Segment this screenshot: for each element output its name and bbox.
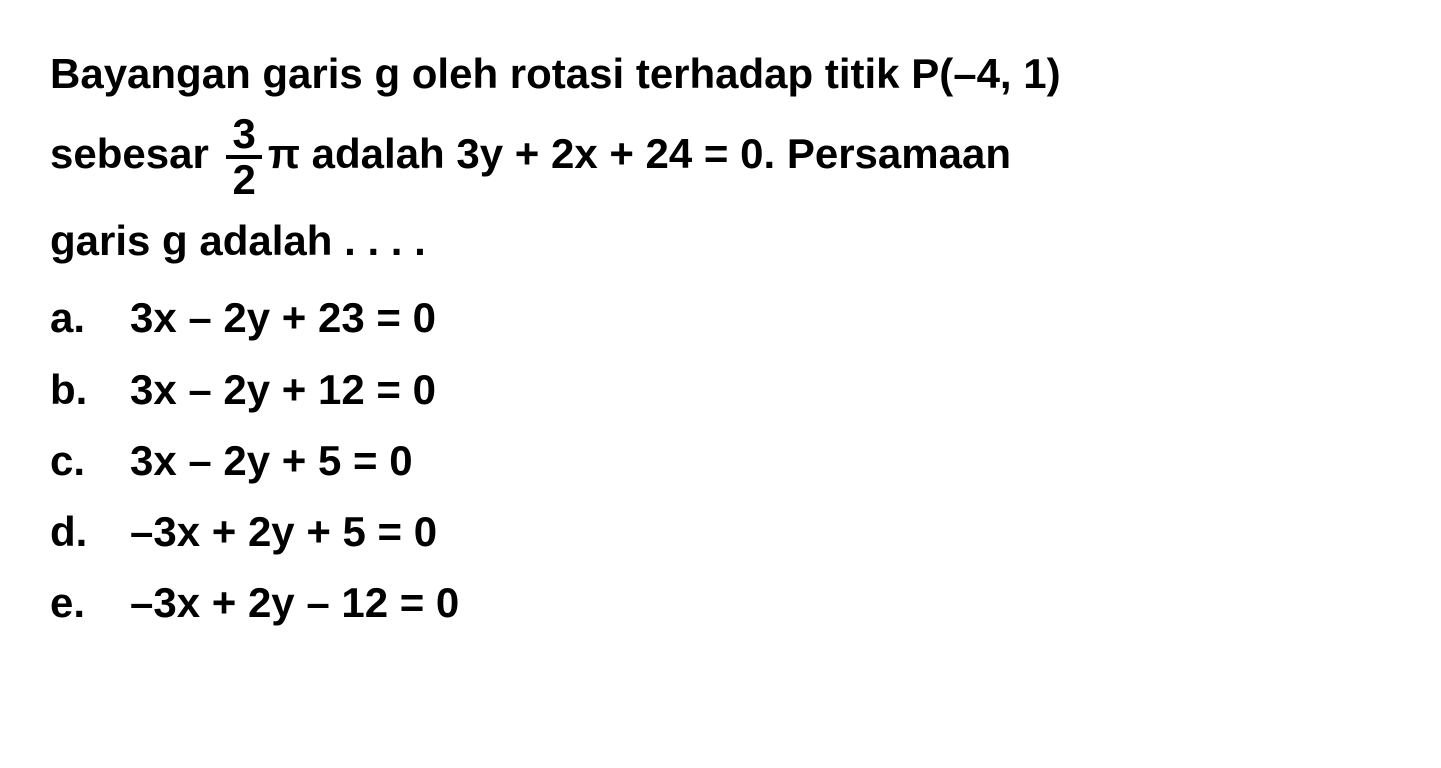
option-text: 3x – 2y + 5 = 0 [130,427,1391,494]
fraction-denominator: 2 [226,159,261,201]
question-line-2: sebesar 32π adalah 3y + 2x + 24 = 0. Per… [50,113,1391,201]
fraction: 32 [226,113,261,201]
option-b: b. 3x – 2y + 12 = 0 [50,356,1391,423]
option-c: c. 3x – 2y + 5 = 0 [50,427,1391,494]
question-text-2b: adalah 3y + 2x + 24 = 0. Persamaan [300,130,1011,177]
pi-symbol: π [268,130,300,177]
option-d: d. –3x + 2y + 5 = 0 [50,498,1391,565]
question-line-1: Bayangan garis g oleh rotasi terhadap ti… [50,40,1391,107]
option-text: –3x + 2y + 5 = 0 [130,498,1391,565]
question-line-3: garis g adalah . . . . [50,207,1391,274]
option-letter: c. [50,427,130,494]
option-letter: d. [50,498,130,565]
option-text: 3x – 2y + 23 = 0 [130,284,1391,351]
question-text-2a: sebesar [50,130,220,177]
fraction-numerator: 3 [226,113,261,159]
option-text: –3x + 2y – 12 = 0 [130,569,1391,636]
option-letter: a. [50,284,130,351]
question-container: Bayangan garis g oleh rotasi terhadap ti… [50,40,1391,636]
question-text-3: garis g adalah . . . . [50,217,426,264]
option-a: a. 3x – 2y + 23 = 0 [50,284,1391,351]
option-e: e. –3x + 2y – 12 = 0 [50,569,1391,636]
option-letter: b. [50,356,130,423]
option-text: 3x – 2y + 12 = 0 [130,356,1391,423]
option-letter: e. [50,569,130,636]
question-text-1: Bayangan garis g oleh rotasi terhadap ti… [50,50,1061,97]
options-list: a. 3x – 2y + 23 = 0 b. 3x – 2y + 12 = 0 … [50,284,1391,636]
